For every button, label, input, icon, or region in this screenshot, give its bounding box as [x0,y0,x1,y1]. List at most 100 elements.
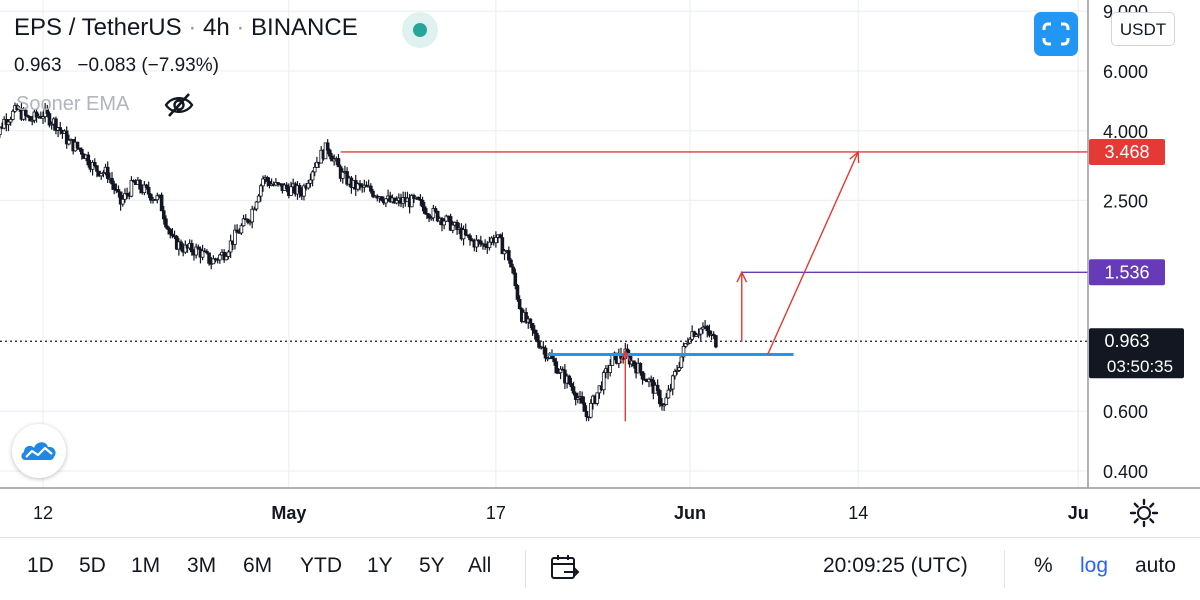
candle-body [532,329,537,334]
interval-label: 4h [202,14,230,41]
candle-body [588,402,593,418]
candle [558,366,563,380]
candle [194,243,198,259]
candle-body [666,389,671,399]
candle [640,371,645,385]
range-1m-button[interactable]: 1M [131,554,161,577]
candle [306,179,311,190]
candle-body [328,149,332,157]
candle [425,208,429,219]
candle-body [556,372,561,375]
separator: · [236,14,245,41]
symbol-header[interactable]: EPS / TetherUS · 4h · BINANCE [14,14,358,42]
candle [601,370,606,395]
candle-body [610,354,615,366]
candle-body [558,368,563,374]
candle-body [580,396,584,404]
candle [183,240,188,254]
range-1y-button[interactable]: 1Y [367,554,393,577]
candle [34,109,39,123]
auto-scale-button[interactable]: auto [1135,554,1176,577]
candle [211,255,216,265]
candle [442,218,446,230]
candle-body [323,142,328,160]
candle [379,196,384,202]
candle [315,156,319,168]
candle [123,188,127,203]
range-all-button[interactable]: All [468,554,492,577]
candle [543,345,548,362]
candle [8,116,13,126]
candle-body [595,392,600,404]
candle-body [435,210,440,222]
candle [696,328,701,339]
candle-body [670,375,675,390]
candle [358,180,362,191]
candle-body [427,214,431,219]
candle-body [701,326,705,330]
candle-body [194,246,198,256]
market-open-icon [402,12,438,48]
candle [670,374,675,396]
candle [707,324,712,338]
candle-body [276,182,280,185]
settings-gear-icon[interactable] [1128,497,1160,529]
currency-button[interactable]: USDT [1111,12,1175,46]
candle [47,111,52,128]
candle-body [515,285,520,300]
percent-scale-button[interactable]: % [1034,554,1053,577]
candle [463,223,468,237]
candle [468,233,472,246]
candle [610,354,615,366]
candle-body [356,183,360,190]
candle-body [105,166,110,179]
candle [427,213,431,223]
candle [276,181,280,187]
candle-body [312,166,317,173]
candle [239,223,244,235]
fullscreen-button[interactable] [1034,12,1078,56]
indicator-legend[interactable]: Sooner EMA [16,93,130,115]
tradingview-logo-button[interactable] [12,424,66,478]
eye-off-icon[interactable] [163,92,195,118]
candle [149,193,153,204]
candle-body [675,370,679,372]
range-5y-button[interactable]: 5Y [419,554,445,577]
candle [207,252,211,266]
candle [116,185,121,198]
candle [241,214,246,227]
candle [325,139,330,155]
range-ytd-button[interactable]: YTD [300,554,342,577]
candle-body [409,195,414,208]
calendar-goto-icon[interactable] [550,554,580,582]
candle-body [468,235,472,241]
range-3m-button[interactable]: 3M [187,554,217,577]
candle-body [711,333,716,337]
candle [673,368,677,380]
log-scale-button[interactable]: log [1080,554,1109,577]
candle [502,248,507,261]
clock-time[interactable]: 20:09:25 (UTC) [823,554,968,577]
candle-body [101,172,106,174]
candle [500,232,505,255]
range-5d-button[interactable]: 5D [79,554,106,577]
candle-body [8,119,13,123]
bottom-toolbar: 1D 5D 1M 3M 6M YTD 1Y 5Y All 20:09:25 (U… [0,537,1200,600]
candle [86,151,91,168]
candle-body [601,372,606,391]
candle-body [638,362,643,373]
candle [679,356,684,369]
candle-body [567,375,572,384]
candle [554,357,559,374]
range-1d-button[interactable]: 1D [27,554,54,577]
candle [302,183,306,201]
time-axis[interactable]: 12 May 17 Jun 14 Ju [33,503,1089,523]
candle-body [170,233,175,237]
candle-body [250,208,254,223]
candle-body [15,105,19,111]
candle [369,183,373,194]
candle [330,152,334,162]
range-6m-button[interactable]: 6M [243,554,273,577]
